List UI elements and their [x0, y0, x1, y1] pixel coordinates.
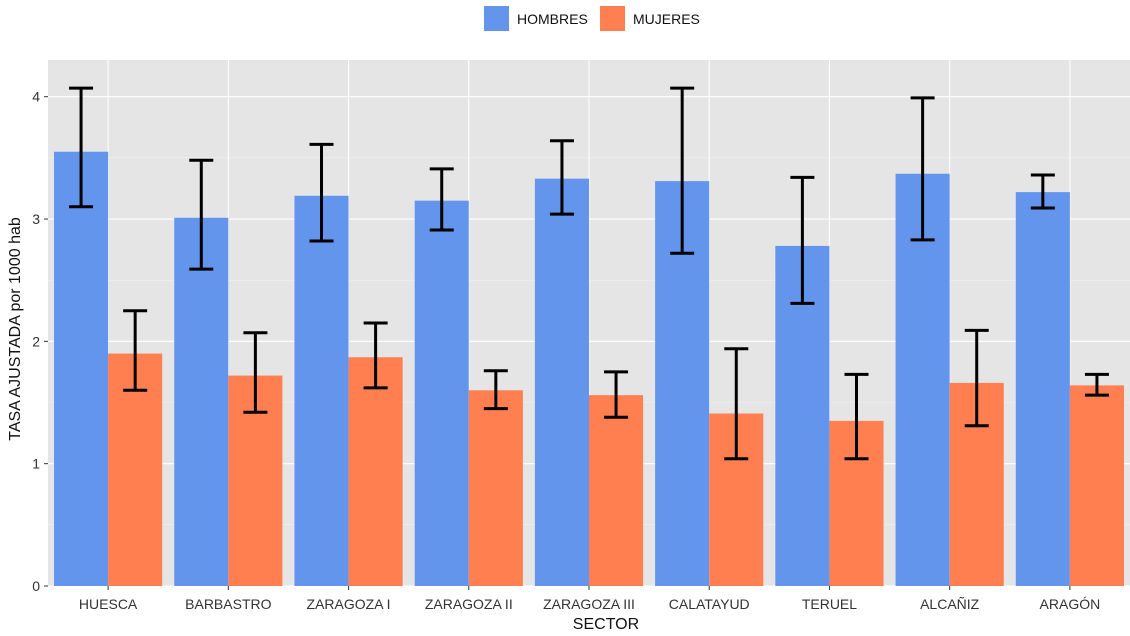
- y-axis: 0 1 2 3 4: [32, 89, 48, 594]
- legend-swatch: [484, 6, 509, 31]
- y-tick-label: 0: [32, 578, 40, 594]
- x-axis-title: SECTOR: [573, 616, 639, 633]
- bar: [54, 151, 109, 586]
- bars: [54, 151, 1124, 587]
- x-tick-label: ARAGÓN: [1040, 596, 1101, 612]
- legend-label: HOMBRES: [517, 11, 588, 27]
- legend-label: MUJERES: [633, 11, 700, 27]
- bar: [1015, 192, 1070, 586]
- x-tick-label: ALCAÑIZ: [920, 596, 980, 612]
- y-axis-title: TASA AJUSTADA por 1000 hab: [7, 217, 24, 441]
- x-tick-label: ZARAGOZA III: [543, 596, 635, 612]
- legend-swatch: [600, 6, 625, 31]
- bar: [1069, 385, 1124, 586]
- y-tick-label: 4: [32, 89, 40, 105]
- y-tick-label: 2: [32, 333, 40, 349]
- bar: [468, 390, 523, 586]
- bar: [348, 357, 403, 586]
- bar: [108, 353, 163, 586]
- x-tick-label: HUESCA: [79, 596, 138, 612]
- x-tick-label: ZARAGOZA I: [307, 596, 391, 612]
- x-tick-label: TERUEL: [802, 596, 857, 612]
- x-tick-label: CALATAYUD: [669, 596, 750, 612]
- x-axis: HUESCA BARBASTRO ZARAGOZA I ZARAGOZA II ZARA…: [79, 586, 1100, 612]
- x-tick-label: ZARAGOZA II: [425, 596, 513, 612]
- bar: [414, 200, 469, 586]
- bar: [534, 178, 589, 586]
- y-tick-label: 1: [32, 456, 40, 472]
- bar: [895, 173, 950, 586]
- bar: [294, 195, 349, 586]
- x-tick-label: BARBASTRO: [185, 596, 271, 612]
- legend: HOMBRES MUJERES: [484, 6, 700, 31]
- bar: [589, 395, 644, 586]
- y-tick-label: 3: [32, 211, 40, 227]
- error-bars: [69, 86, 1109, 461]
- bar: [174, 217, 229, 587]
